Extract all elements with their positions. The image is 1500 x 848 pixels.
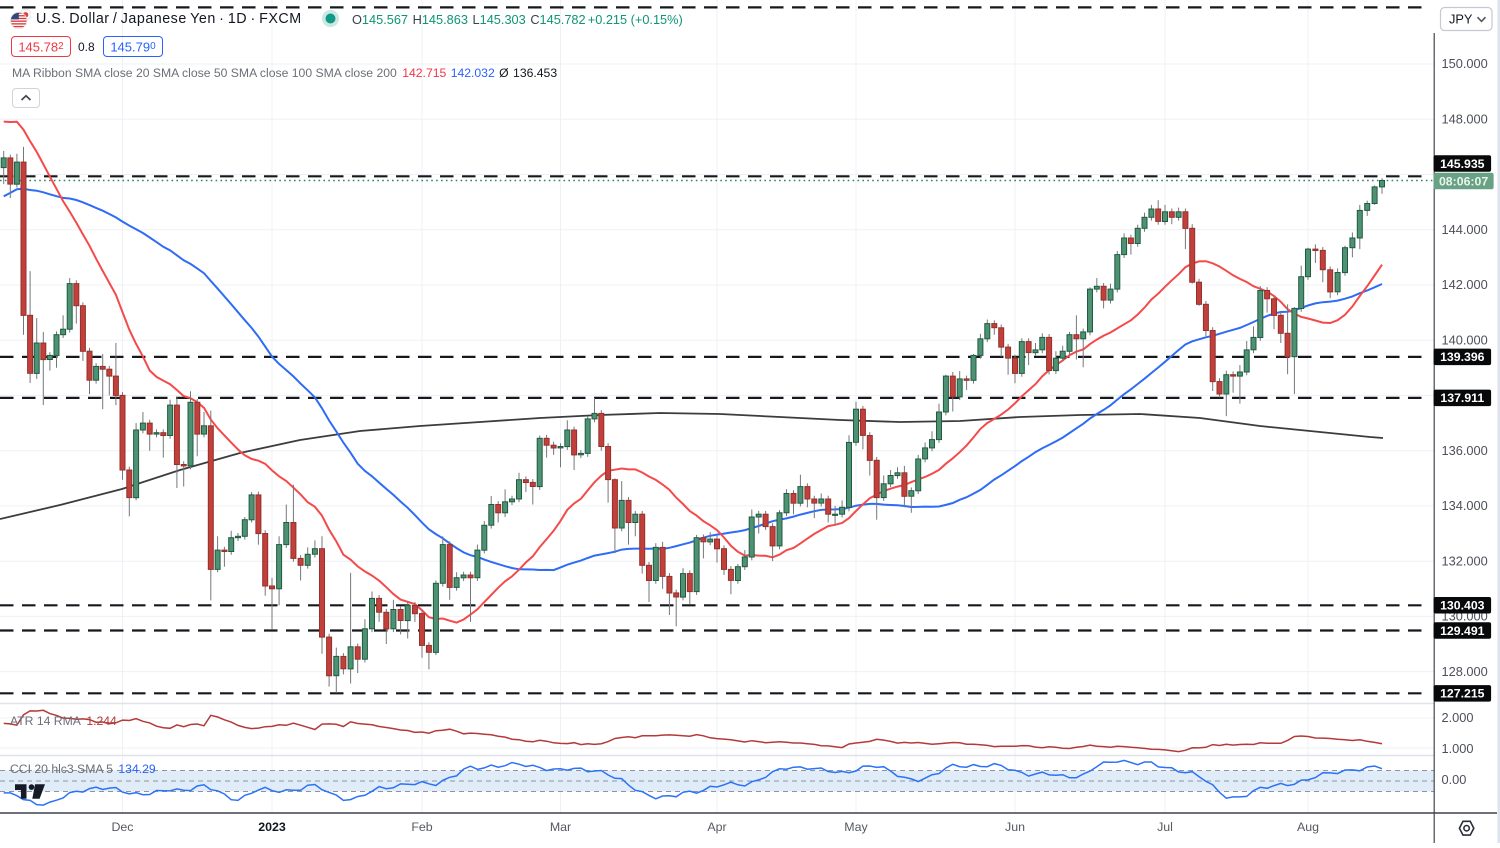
- svg-text:Feb: Feb: [411, 820, 432, 834]
- svg-text:140.000: 140.000: [1442, 332, 1488, 347]
- svg-text:JPY: JPY: [1449, 12, 1473, 27]
- svg-text:May: May: [844, 820, 868, 834]
- svg-text:Aug: Aug: [1297, 820, 1319, 834]
- svg-text:130.403: 130.403: [1440, 599, 1485, 613]
- svg-text:Dec: Dec: [111, 820, 133, 834]
- svg-text:139.396: 139.396: [1440, 350, 1485, 364]
- svg-text:0.00: 0.00: [1442, 772, 1467, 787]
- svg-text:Mar: Mar: [550, 820, 571, 834]
- svg-text:2023: 2023: [258, 820, 286, 834]
- svg-text:2.000: 2.000: [1442, 710, 1474, 725]
- svg-text:137.911: 137.911: [1440, 391, 1484, 405]
- svg-text:1.000: 1.000: [1442, 741, 1474, 756]
- svg-text:128.000: 128.000: [1442, 664, 1488, 679]
- svg-text:Jul: Jul: [1157, 820, 1173, 834]
- svg-text:08:06:07: 08:06:07: [1439, 174, 1488, 188]
- svg-text:127.215: 127.215: [1440, 687, 1485, 701]
- svg-text:142.000: 142.000: [1442, 277, 1488, 292]
- svg-text:134.000: 134.000: [1442, 498, 1488, 513]
- svg-text:136.000: 136.000: [1442, 443, 1488, 458]
- svg-text:129.491: 129.491: [1440, 624, 1485, 638]
- svg-text:150.000: 150.000: [1442, 56, 1488, 71]
- svg-text:Apr: Apr: [707, 820, 726, 834]
- svg-text:148.000: 148.000: [1442, 111, 1488, 126]
- svg-text:132.000: 132.000: [1442, 553, 1488, 568]
- svg-text:144.000: 144.000: [1442, 222, 1488, 237]
- svg-text:Jun: Jun: [1005, 820, 1025, 834]
- svg-text:145.935: 145.935: [1440, 157, 1485, 171]
